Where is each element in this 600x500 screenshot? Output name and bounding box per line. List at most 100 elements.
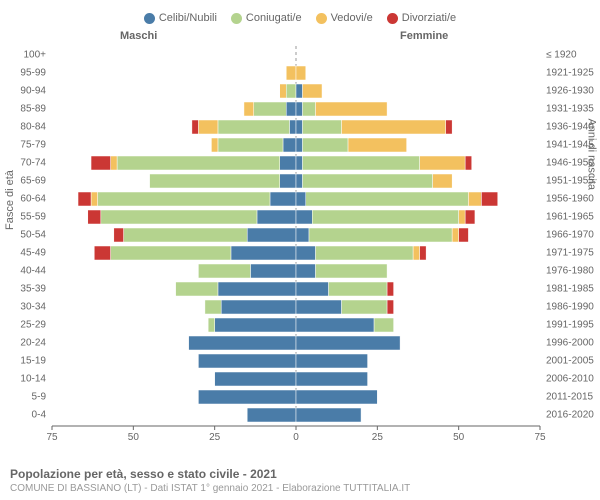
bar-male <box>270 192 296 206</box>
age-label: 95-99 <box>20 68 46 79</box>
age-label: 60-64 <box>20 194 46 205</box>
bar-female <box>296 210 312 224</box>
bar-male <box>257 210 296 224</box>
bar-female <box>296 156 303 170</box>
bar-female <box>296 192 306 206</box>
bar-male <box>280 84 287 98</box>
legend-swatch <box>231 13 242 24</box>
bar-female <box>309 228 452 242</box>
age-label: 30-34 <box>20 302 46 313</box>
legend-label: Divorziati/e <box>402 12 456 24</box>
bar-female <box>329 282 388 296</box>
bar-male <box>254 102 287 116</box>
bar-male <box>101 210 257 224</box>
bar-male <box>247 228 296 242</box>
legend-label: Celibi/Nubili <box>159 12 217 24</box>
bar-female <box>312 210 458 224</box>
pyramid-container: Celibi/Nubili Coniugati/e Vedovi/e Divorzia… <box>0 0 600 500</box>
year-label: 1981-1985 <box>546 284 594 295</box>
bar-male <box>280 156 296 170</box>
age-label: 100+ <box>23 50 46 61</box>
bar-female <box>420 156 466 170</box>
bar-female <box>459 228 469 242</box>
year-label: 1971-1975 <box>546 248 594 259</box>
bar-male <box>189 336 296 350</box>
bar-male <box>231 246 296 260</box>
age-label: 15-19 <box>20 356 46 367</box>
bar-female <box>296 300 342 314</box>
legend-item: Vedovi/e <box>316 12 373 24</box>
bar-female <box>296 228 309 242</box>
legend-item: Coniugati/e <box>231 12 302 24</box>
bar-female <box>316 264 388 278</box>
x-tick-label: 50 <box>453 432 465 443</box>
x-tick-label: 25 <box>372 432 384 443</box>
bar-male <box>198 354 296 368</box>
age-label: 45-49 <box>20 248 46 259</box>
bar-male <box>124 228 248 242</box>
bar-female <box>468 192 481 206</box>
bar-male <box>98 192 270 206</box>
footer-title: Popolazione per età, sesso e stato civil… <box>10 467 410 481</box>
bar-male <box>286 102 296 116</box>
year-label: 2011-2015 <box>546 392 594 403</box>
legend-label: Vedovi/e <box>331 12 373 24</box>
year-label: 1956-1960 <box>546 194 594 205</box>
year-label: 1991-1995 <box>546 320 594 331</box>
bar-male <box>247 408 296 422</box>
bar-female <box>303 120 342 134</box>
bar-female <box>420 246 427 260</box>
bar-male <box>176 282 218 296</box>
year-label: 1966-1970 <box>546 230 594 241</box>
legend-item: Divorziati/e <box>387 12 456 24</box>
bar-female <box>465 210 475 224</box>
age-label: 50-54 <box>20 230 46 241</box>
bar-female <box>316 102 388 116</box>
bar-male <box>78 192 91 206</box>
bar-female <box>387 282 394 296</box>
bar-male <box>198 390 296 404</box>
legend: Celibi/Nubili Coniugati/e Vedovi/e Divorzia… <box>0 0 600 30</box>
year-label: 1921-1925 <box>546 68 594 79</box>
legend-item: Celibi/Nubili <box>144 12 217 24</box>
bar-male <box>244 102 254 116</box>
age-label: 70-74 <box>20 158 46 169</box>
header-female: Femmine <box>400 30 448 42</box>
bar-female <box>433 174 453 188</box>
bar-male <box>111 246 231 260</box>
x-tick-label: 75 <box>46 432 58 443</box>
footer: Popolazione per età, sesso e stato civil… <box>10 467 410 494</box>
legend-label: Coniugati/e <box>246 12 302 24</box>
bar-female <box>296 390 377 404</box>
bar-female <box>296 84 303 98</box>
bar-male <box>208 318 215 332</box>
bar-female <box>316 246 414 260</box>
year-label: 1961-1965 <box>546 212 594 223</box>
age-label: 25-29 <box>20 320 46 331</box>
bar-female <box>387 300 394 314</box>
bar-female <box>296 372 368 386</box>
x-tick-label: 50 <box>128 432 140 443</box>
pyramid-svg: 100+≤ 192095-991921-192590-941926-193085… <box>52 46 540 442</box>
x-tick-label: 0 <box>293 432 299 443</box>
bar-female <box>306 192 469 206</box>
year-label: 1986-1990 <box>546 302 594 313</box>
bar-female <box>452 228 459 242</box>
age-label: 55-59 <box>20 212 46 223</box>
bar-female <box>296 264 316 278</box>
age-label: 35-39 <box>20 284 46 295</box>
bar-male <box>218 138 283 152</box>
bar-male <box>211 138 218 152</box>
year-label: 1946-1950 <box>546 158 594 169</box>
bar-female <box>342 300 388 314</box>
legend-swatch <box>144 13 155 24</box>
bar-female <box>296 336 400 350</box>
axis-left-title: Fasce di età <box>4 170 16 230</box>
age-label: 40-44 <box>20 266 46 277</box>
age-label: 10-14 <box>20 374 46 385</box>
year-label: 1996-2000 <box>546 338 594 349</box>
legend-swatch <box>316 13 327 24</box>
age-label: 5-9 <box>32 392 47 403</box>
bar-male <box>289 120 296 134</box>
year-label: 2001-2005 <box>546 356 594 367</box>
